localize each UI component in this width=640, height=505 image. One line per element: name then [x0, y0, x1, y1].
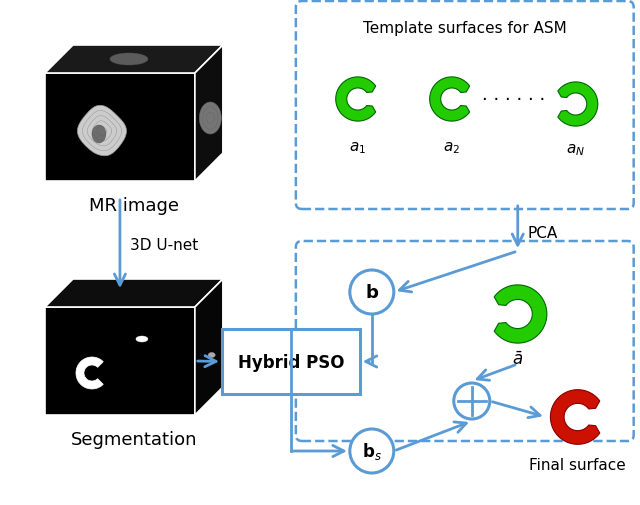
Polygon shape [77, 106, 127, 157]
Polygon shape [550, 390, 600, 444]
Text: Hybrid PSO: Hybrid PSO [237, 353, 344, 371]
Ellipse shape [136, 336, 148, 342]
Text: MR image: MR image [89, 196, 179, 215]
Polygon shape [45, 74, 195, 182]
Circle shape [350, 271, 394, 315]
Text: Final surface: Final surface [529, 458, 626, 473]
Text: $a_N$: $a_N$ [566, 142, 585, 158]
Polygon shape [76, 358, 103, 389]
Polygon shape [195, 46, 223, 182]
Circle shape [350, 429, 394, 473]
FancyBboxPatch shape [296, 241, 634, 441]
Polygon shape [558, 83, 598, 127]
FancyBboxPatch shape [222, 329, 360, 394]
Text: $a_2$: $a_2$ [444, 140, 460, 156]
Text: $\mathbf{b}$: $\mathbf{b}$ [365, 283, 379, 301]
Ellipse shape [110, 54, 148, 66]
Polygon shape [45, 279, 223, 308]
Polygon shape [45, 46, 223, 74]
Ellipse shape [199, 103, 221, 135]
Text: PCA: PCA [528, 225, 558, 240]
Ellipse shape [92, 126, 106, 144]
Polygon shape [195, 279, 223, 415]
Text: Segmentation: Segmentation [70, 430, 197, 448]
Text: $\bar{a}$: $\bar{a}$ [512, 350, 524, 368]
Text: $\mathbf{b}_s$: $\mathbf{b}_s$ [362, 441, 381, 462]
Text: 3D U-net: 3D U-net [130, 237, 198, 252]
Text: $a_1$: $a_1$ [349, 140, 366, 156]
Polygon shape [45, 308, 195, 415]
Text: · · · · · ·: · · · · · · [482, 91, 545, 109]
Ellipse shape [208, 353, 215, 358]
Text: Template surfaces for ASM: Template surfaces for ASM [363, 21, 566, 35]
FancyBboxPatch shape [296, 2, 634, 210]
Polygon shape [494, 285, 547, 343]
Polygon shape [429, 78, 470, 122]
Circle shape [454, 383, 490, 419]
Polygon shape [336, 78, 376, 122]
